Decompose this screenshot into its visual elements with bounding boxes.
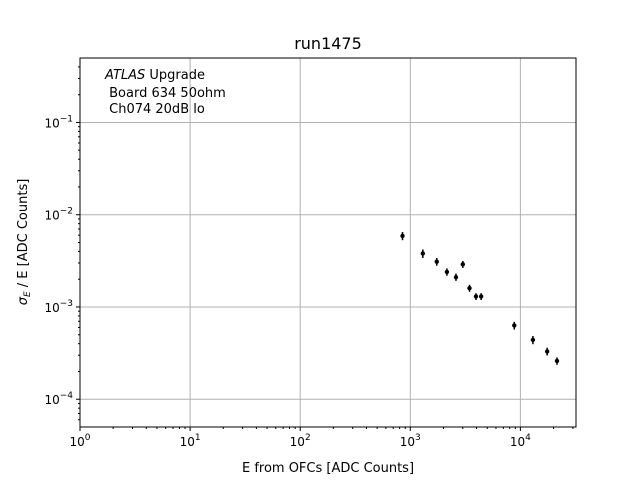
x-tick-label-exponent: 4 (525, 433, 531, 443)
data-point (530, 335, 536, 345)
point-marker (460, 262, 466, 267)
y-axis-label-rest: / E [ADC Counts] (16, 179, 31, 292)
y-tick-label: 10−3 (44, 299, 73, 315)
x-tick-label-exponent: 2 (305, 433, 311, 443)
minor-ticks (78, 66, 574, 429)
x-tick-label: 104 (510, 433, 531, 449)
data-point (453, 273, 459, 281)
point-marker (554, 358, 560, 364)
y-tick-label-base: 10 (44, 301, 59, 315)
point-marker (453, 275, 459, 280)
x-axis-label: E from OFCs [ADC Counts] (242, 461, 414, 476)
point-marker (530, 337, 536, 343)
data-point (554, 357, 560, 365)
annotation-line-3: Ch074 20dB lo (105, 102, 205, 117)
data-point (473, 293, 479, 301)
x-tick-label: 103 (400, 433, 421, 449)
y-tick-label-exponent: −2 (60, 207, 73, 217)
data-point (400, 231, 405, 241)
x-tick-label: 102 (290, 433, 311, 449)
plot-frame (79, 57, 577, 428)
major-ticks (76, 121, 521, 431)
x-tick-label-exponent: 0 (85, 433, 91, 443)
x-tick-label-exponent: 1 (195, 433, 201, 443)
y-axis-label: σE / E [ADC Counts] (16, 179, 33, 306)
point-marker (420, 251, 426, 256)
x-tick-label-base: 10 (400, 435, 415, 449)
y-axis-label-sigma: σ (16, 296, 31, 305)
annotation-line-1: ATLAS Upgrade (104, 68, 205, 83)
data-point (467, 284, 472, 292)
data-point (478, 293, 484, 301)
chart-title: run1475 (294, 34, 362, 53)
annotation-atlas: ATLAS (104, 68, 145, 83)
point-marker (467, 285, 472, 291)
x-tick-label: 101 (180, 433, 201, 449)
y-tick-label-exponent: −3 (60, 299, 73, 309)
annotation-upgrade: Upgrade (145, 68, 205, 83)
x-tick-label: 100 (69, 433, 90, 449)
y-tick-label: 10−1 (44, 114, 73, 130)
point-marker (400, 233, 405, 239)
point-marker (434, 259, 439, 264)
y-tick-label: 10−2 (44, 207, 73, 223)
data-point (434, 257, 439, 266)
y-tick-label-base: 10 (44, 393, 59, 407)
y-axis-label-subscript: E (23, 291, 33, 297)
point-marker (478, 294, 484, 299)
y-tick-labels: 10−410−310−210−1 (44, 114, 73, 407)
x-tick-labels: 100 101 102 103 104 (69, 433, 531, 449)
data-points (400, 231, 560, 365)
data-point (460, 261, 466, 268)
x-tick-label-exponent: 3 (415, 433, 421, 443)
x-tick-label-base: 10 (510, 435, 525, 449)
y-tick-label-exponent: −1 (60, 114, 73, 124)
y-tick-label: 10−4 (44, 391, 73, 407)
grid (79, 58, 576, 427)
data-point (544, 347, 550, 356)
annotation-line-2: Board 634 50ohm (105, 86, 226, 101)
data-point (444, 268, 450, 276)
point-marker (444, 269, 450, 275)
data-point (420, 249, 426, 258)
y-tick-label-base: 10 (44, 209, 59, 223)
point-marker (512, 323, 517, 328)
x-tick-label-base: 10 (180, 435, 195, 449)
point-marker (544, 349, 550, 354)
x-tick-label-base: 10 (290, 435, 305, 449)
x-tick-label-base: 10 (69, 435, 84, 449)
point-marker (473, 294, 479, 299)
data-point (512, 321, 517, 330)
y-tick-label-base: 10 (44, 116, 59, 130)
y-tick-label-exponent: −4 (60, 391, 74, 401)
